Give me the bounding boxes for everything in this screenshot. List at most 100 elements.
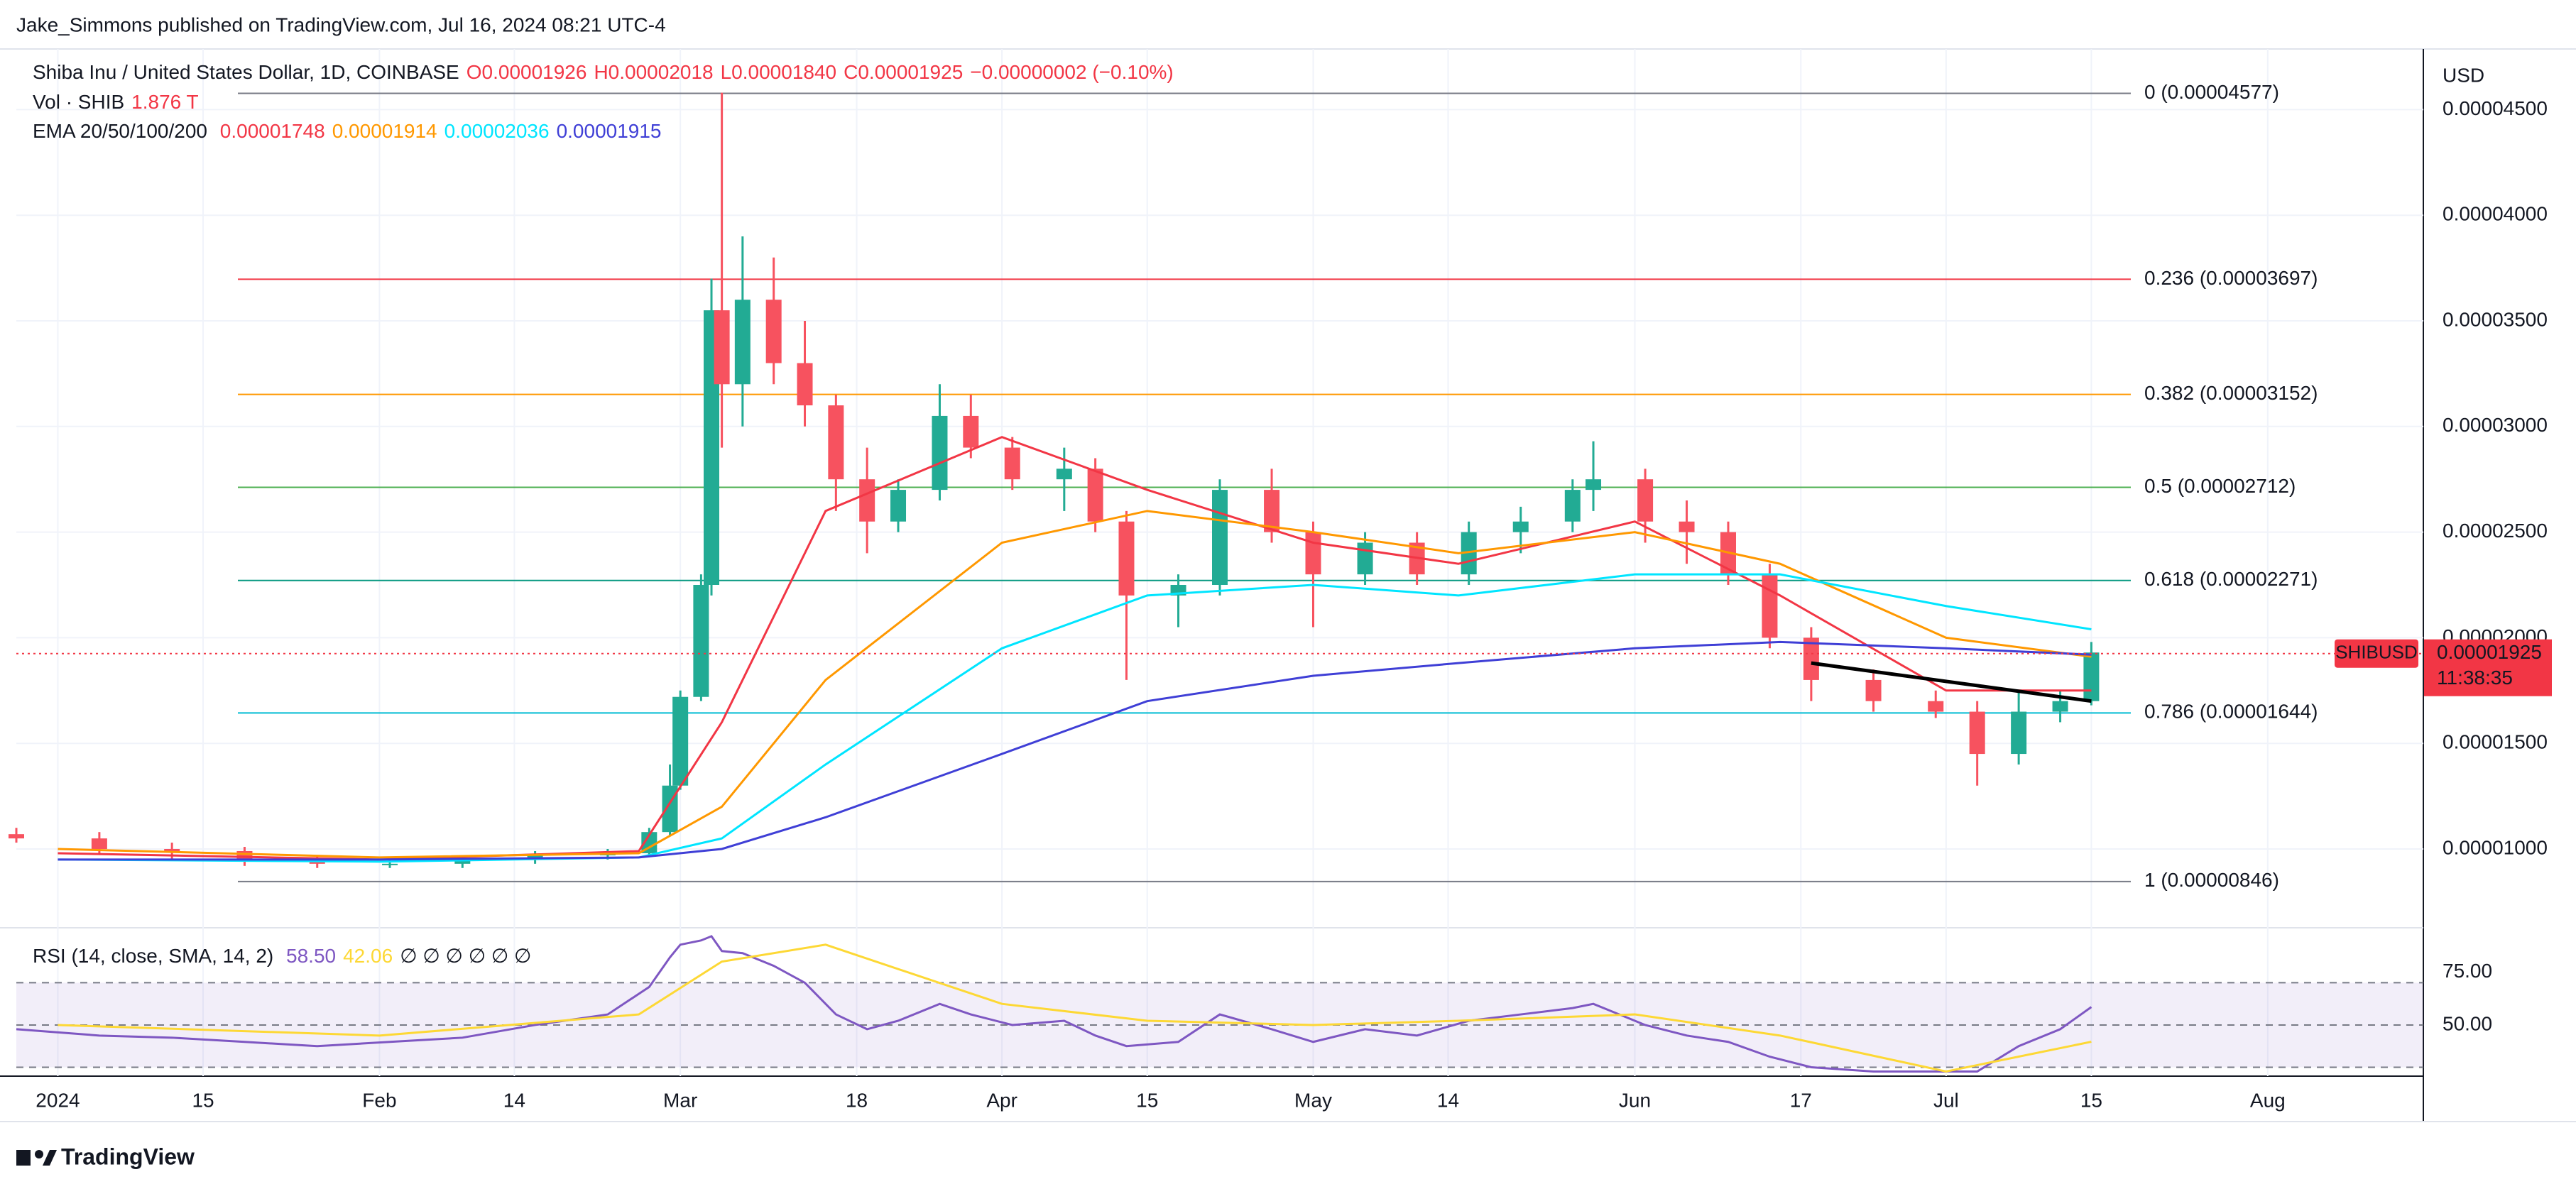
y-tick-label: 75.00 [2443,960,2492,982]
candle-body [1969,711,1985,755]
y-tick-label: 0.00003000 [2443,414,2548,436]
rsi-value: 42.06 [343,945,393,967]
candle-body [236,850,253,860]
price-tag-label: 0.00001925 [2437,641,2542,663]
ema-line [58,573,2092,863]
countdown-label: 11:38:35 [2437,667,2513,689]
ohlc-close: C0.00001925 [844,61,964,83]
x-tick-label: 17 [1790,1089,1812,1111]
x-tick-label: Apr [986,1089,1017,1111]
x-tick-label: Aug [2250,1089,2286,1111]
ema-legend: EMA 20/50/100/200 0.00001748 0.00001914 0.… [33,120,669,143]
x-tick-label: 14 [503,1089,525,1111]
x-tick-label: 2024 [36,1089,80,1111]
ema-value: 0.00001914 [332,120,437,142]
candle-body [1586,479,1602,491]
rsi-title: RSI (14, close, SMA, 14, 2) [33,945,274,967]
volume-legend: Vol · SHIB 1.876 T [33,91,206,114]
x-tick-label: May [1294,1089,1332,1111]
x-tick-label: 15 [1136,1089,1158,1111]
candle-body [9,834,24,839]
ema-line [58,510,2092,859]
candle-body [1762,574,1778,638]
candle-body [454,859,471,864]
candle-body [641,832,657,853]
ohlc-change: −0.00000002 (−0.10%) [970,61,1174,83]
rsi-line [16,935,2092,1073]
fib-label: 1 (0.00000846) [2144,869,2279,891]
candle-body [890,490,907,522]
candle-body [734,300,751,385]
rsi-legend: RSI (14, close, SMA, 14, 2) 58.50 42.06 ∅ … [33,944,538,968]
trendline [1811,661,2092,703]
candle-body [963,415,979,448]
currency[interactable]: USD [2443,64,2484,86]
x-tick-label: Feb [362,1089,396,1111]
volume-value: 1.876 T [131,91,199,113]
y-tick-label: 0.00004000 [2443,203,2548,225]
candle-body [765,300,782,363]
y-tick-label: 0.00003500 [2443,308,2548,330]
logo [16,1150,57,1166]
x-tick-label: 15 [192,1089,214,1111]
candle-body [1637,479,1654,522]
candle-body [859,479,875,522]
y-tick-label: 0.00002500 [2443,520,2548,542]
y-tick-label: 0.00001000 [2443,836,2548,858]
candle-body [1004,447,1020,480]
candle-body [672,696,689,786]
rsi-value: 58.50 [286,945,337,967]
rsi-line [58,943,2092,1073]
y-tick-label: 50.00 [2443,1012,2492,1034]
ema-value: 0.00001915 [556,120,662,142]
candle-body [828,405,844,480]
candle-body [693,585,709,697]
ema-value: 0.00002036 [444,120,550,142]
candle-body [714,310,730,385]
candle-body [91,838,107,849]
candle-body [1212,490,1228,586]
symbol-title: Shiba Inu / United States Dollar, 1D, CO… [33,61,459,83]
x-tick-label: 18 [846,1089,868,1111]
candle-body [1118,521,1135,596]
fib-label: 0.5 (0.00002712) [2144,475,2296,497]
candle-body [1056,469,1072,480]
candle-body [2011,711,2027,755]
candle-body [1087,469,1103,522]
x-tick-label: Jul [1933,1089,1959,1111]
price-tag [2424,639,2552,696]
fib-label: 0 (0.00004577) [2144,81,2279,103]
candle-body [2052,701,2068,712]
candle-body [1305,532,1321,575]
candle-body [797,363,813,406]
candle-body [1357,542,1373,575]
candle-body [1564,490,1581,522]
symbol-tag [2335,639,2418,668]
symbol-tag-label: SHIBUSD [2335,642,2418,663]
candle-body [2083,652,2100,701]
x-tick-label: Mar [663,1089,697,1111]
fib-label: 0.786 (0.00001644) [2144,701,2318,723]
footer-brand: TradingView [61,1144,195,1169]
x-tick-label: 14 [1437,1089,1459,1111]
fib-label: 0.236 (0.00003697) [2144,267,2318,289]
candle-body [1928,701,1944,712]
candle-body [1512,521,1529,532]
ohlc-open: O0.00001926 [466,61,587,83]
ema-line [58,436,2092,861]
candle-body [1461,532,1477,575]
candle-body [1679,521,1695,532]
candle-body [1865,679,1882,701]
candle-body [164,848,180,851]
fib-label: 0.618 (0.00002271) [2144,568,2318,590]
x-tick-label: Jun [1619,1089,1651,1111]
price-legend: Shiba Inu / United States Dollar, 1D, CO… [33,61,1181,84]
ohlc-low: L0.00001840 [720,61,837,83]
ema-label: EMA 20/50/100/200 [33,120,207,142]
ema-line [58,640,2092,861]
rsi-flags: ∅ ∅ ∅ ∅ ∅ ∅ [400,945,532,967]
candle-body [932,415,948,491]
y-tick-label: 0.00004500 [2443,97,2548,119]
